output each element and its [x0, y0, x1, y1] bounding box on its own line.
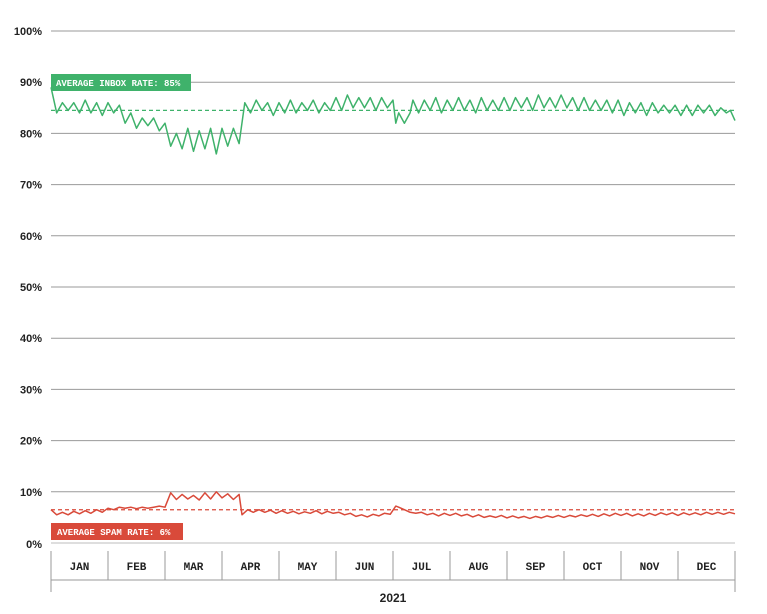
y-axis-ticks: 0% 10% 20% 30% 40% 50% 60% 70% 80% 90% 100% [14, 26, 42, 551]
x-tick-label-may: MAY [298, 562, 318, 574]
y-tick-label: 40% [20, 333, 42, 345]
y-tick-label: 90% [20, 77, 42, 89]
inbox-rate-line [50, 87, 736, 155]
y-tick-label: 20% [20, 436, 42, 448]
x-axis: JAN FEB MAR APR MAY JUN JUL AUG SEP OCT NOV DEC [50, 551, 736, 592]
x-tick-label-mar: MAR [184, 562, 204, 574]
grid-lines [51, 30, 735, 544]
y-tick-label: 70% [20, 180, 42, 192]
x-tick-label-feb: FEB [127, 562, 147, 574]
spam-rate-line [50, 491, 736, 520]
y-tick-label: 0% [26, 539, 42, 551]
inbox-average-badge-bg [51, 74, 191, 91]
x-tick-label-jun: JUN [355, 562, 375, 574]
y-tick-label: 80% [20, 128, 42, 140]
average-lines [51, 109, 735, 511]
y-tick-label: 60% [20, 231, 42, 243]
x-tick-label-sep: SEP [526, 562, 546, 574]
y-tick-label: 30% [20, 384, 42, 396]
x-tick-label-oct: OCT [583, 562, 603, 574]
inbox-average-label: AVERAGE INBOX RATE: 85% [56, 79, 181, 89]
series-lines [50, 87, 736, 520]
x-tick-label-nov: NOV [640, 562, 660, 574]
inbox-average-badge: AVERAGE INBOX RATE: 85% [51, 74, 191, 91]
x-tick-label-jul: JUL [412, 562, 432, 574]
spam-average-badge-bg [51, 523, 183, 540]
x-tick-label-dec: DEC [697, 562, 717, 574]
y-tick-label: 100% [14, 26, 42, 38]
spam-average-label: AVERAGE SPAM RATE: 6% [57, 528, 171, 538]
y-tick-label: 50% [20, 282, 42, 294]
x-tick-label-aug: AUG [469, 562, 489, 574]
x-axis-title: 2021 [380, 591, 407, 605]
spam-average-badge: AVERAGE SPAM RATE: 6% [51, 523, 183, 540]
x-tick-label-apr: APR [241, 562, 261, 574]
y-tick-label: 10% [20, 487, 42, 499]
x-tick-label-jan: JAN [70, 562, 90, 574]
